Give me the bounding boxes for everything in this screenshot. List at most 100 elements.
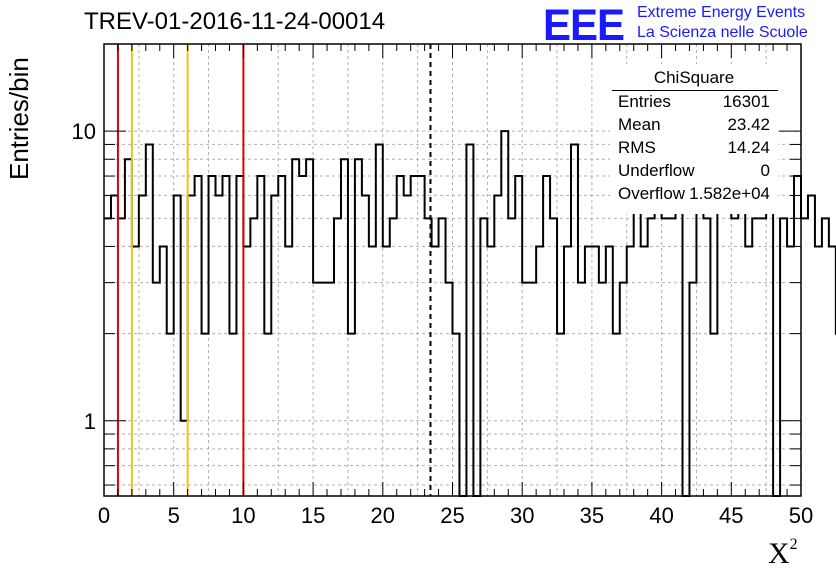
histogram-bin [313,283,320,496]
x-tick-label: 30 [510,503,534,528]
histogram-bin [557,334,564,496]
histogram-bin [188,195,195,496]
histogram-bin [348,334,355,496]
histogram-bin [153,283,160,496]
histogram-bin [292,159,299,496]
stats-label: Overflow [618,184,686,203]
histogram-bin [689,283,696,496]
stats-title: ChiSquare [653,68,735,87]
histogram-bin [132,246,139,496]
histogram-bin [808,195,815,496]
histogram-bin [494,195,501,496]
x-axis-label-base: X [768,537,790,570]
histogram-bin [390,218,397,496]
stats-label: Underflow [618,161,695,180]
stats-value: 0 [760,161,770,180]
x-tick-label: 5 [168,503,180,528]
histogram-bin [571,144,578,496]
histogram-bin [564,246,571,496]
histogram-bin [592,246,599,496]
x-tick-label: 50 [789,503,813,528]
x-tick-label: 35 [580,503,604,528]
x-axis-label: X2 [768,536,798,571]
histogram-bin [620,283,627,496]
histogram-bin [174,195,181,496]
histogram-bin [257,176,264,496]
x-tick-label: 25 [440,503,464,528]
histogram-bin [320,283,327,496]
histogram-bin [181,421,188,496]
histogram-bin [236,176,243,496]
histogram-bin [432,246,439,496]
histogram-bin [411,176,418,496]
histogram-bin [111,195,118,496]
histogram-bin [222,176,229,496]
histogram-bin [641,246,648,496]
histogram-bin [341,159,348,496]
histogram-bin [146,144,153,496]
x-axis-label-superscript: 2 [789,536,798,553]
histogram-bin [216,195,223,496]
histogram-bin [167,334,174,496]
histogram-bin [508,218,515,496]
stats-value: 16301 [722,92,770,111]
logo-line1: Extreme Energy Events [637,4,806,21]
histogram-bin [613,334,620,496]
histogram-bin [264,334,271,496]
histogram-bin [118,218,125,496]
histogram-bin [536,246,543,496]
histogram-bin [299,176,306,496]
eee-logo: EEE Extreme Energy Events La Scienza nel… [543,0,833,49]
histogram-bin [543,176,550,496]
histogram-bin [759,218,766,496]
histogram-bin [160,246,167,496]
stats-value: 14.24 [727,138,770,157]
histogram-bin [669,218,676,496]
stats-divider [612,90,778,91]
histogram-bin [125,159,132,496]
x-tick-label: 0 [98,503,110,528]
histogram-bin [453,334,460,496]
histogram-bin [209,176,216,496]
histogram-bin [794,176,801,496]
histogram-bin [285,246,292,496]
histogram-bin [376,144,383,496]
histogram-bin [703,218,710,496]
histogram-bin [466,144,473,496]
stats-value: 23.42 [727,115,770,134]
stats-row-rms: RMS 14.24 [618,138,770,160]
histogram-bin [404,195,411,496]
histogram-bin [202,334,209,496]
histogram-bin [397,176,404,496]
histogram-bin [139,195,146,496]
logo-mark: EEE [543,0,625,50]
page-title: TREV-01-2016-11-24-00014 [84,8,386,35]
histogram-bin [829,246,836,496]
histogram-bin [522,283,529,496]
histogram-bin [446,283,453,496]
histogram-bin [787,246,794,496]
histogram-bin [655,176,662,496]
histogram-bin [745,246,752,496]
histogram-bin [780,218,787,496]
histogram-bin [250,218,257,496]
histogram-bin [383,246,390,496]
histogram-bin [766,176,773,496]
histogram-bin [648,218,655,496]
histogram-bin [606,246,613,496]
histogram-bin [104,218,111,496]
histogram-bin [599,283,606,496]
histogram-bin [710,334,717,496]
stats-row-entries: Entries 16301 [618,92,770,114]
stats-box: ChiSquare Entries 16301 Mean 23.42 RMS 1… [610,64,778,214]
stats-label: Mean [618,115,661,134]
histogram-bin [480,218,487,496]
histogram-bin [327,283,334,496]
histogram-bin [662,218,669,496]
histogram-bin [487,246,494,496]
histogram-bin [334,218,341,496]
histogram-bin [529,283,536,496]
stats-row-overflow: Overflow 1.582e+04 [618,184,770,206]
